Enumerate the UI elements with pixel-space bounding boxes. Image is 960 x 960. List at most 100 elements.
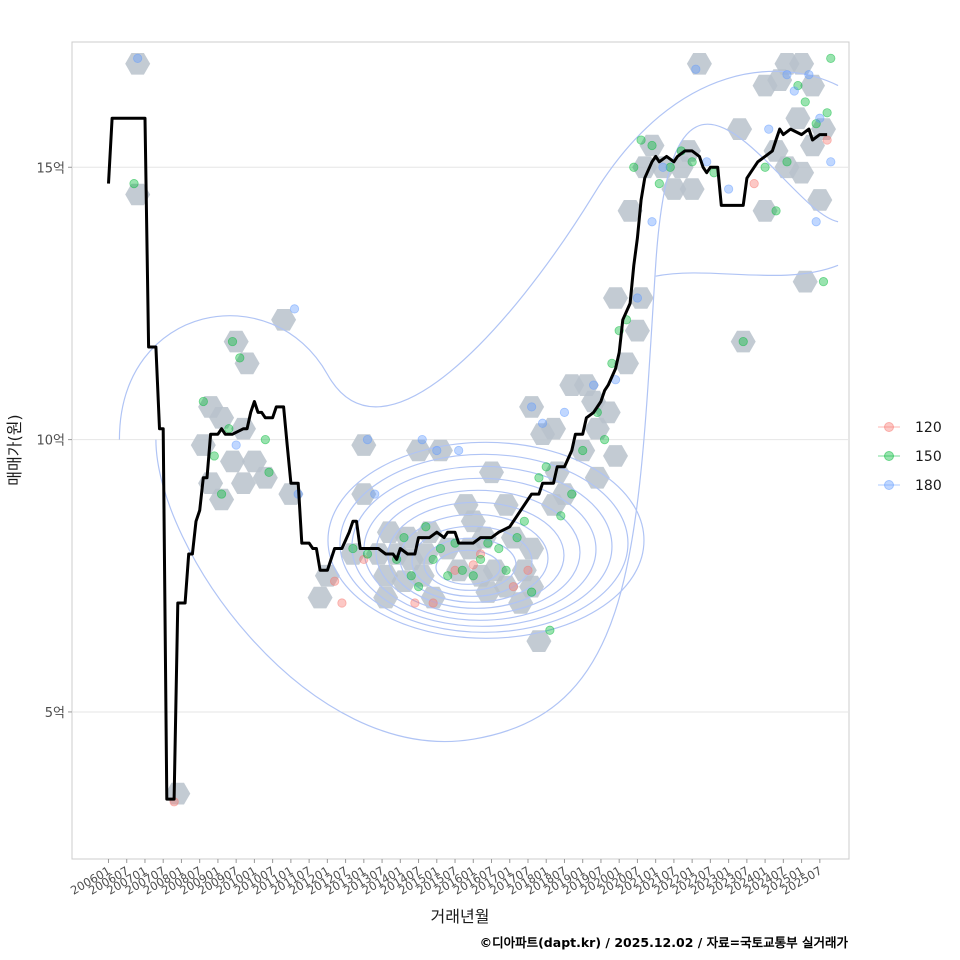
- point-120: [410, 598, 420, 608]
- point-150: [527, 587, 537, 597]
- point-180: [782, 70, 792, 80]
- point-180: [289, 304, 300, 314]
- point-150: [494, 543, 504, 554]
- hexbin-cell: [603, 287, 628, 309]
- density-contours: [118, 70, 839, 742]
- hexbin-cell: [209, 488, 235, 511]
- hexbin-cell: [628, 287, 654, 309]
- legend-key-dot: [884, 480, 894, 490]
- point-180: [632, 293, 643, 303]
- point-150: [362, 549, 373, 559]
- hexbin-cell: [730, 330, 756, 353]
- point-150: [760, 162, 770, 172]
- point-150: [468, 571, 478, 581]
- hexbin-cell: [409, 564, 435, 587]
- density-contour: [351, 465, 613, 627]
- point-150: [443, 571, 453, 581]
- x-axis-title: 거래년월: [431, 907, 490, 926]
- point-150: [428, 554, 438, 565]
- hexbin-cell: [125, 183, 151, 206]
- point-120: [359, 554, 369, 565]
- point-150: [224, 424, 234, 434]
- point-180: [454, 445, 464, 456]
- point-180: [589, 380, 599, 390]
- density-contour: [399, 513, 549, 603]
- density-contour: [411, 525, 533, 597]
- hexbin-cell: [686, 53, 712, 75]
- point-180: [815, 113, 825, 123]
- hexbin-cell: [639, 134, 665, 157]
- point-150: [556, 511, 566, 521]
- hexbin-cell: [789, 161, 815, 184]
- point-150: [198, 396, 208, 407]
- point-180: [789, 86, 799, 96]
- hexbin-cell: [373, 586, 399, 609]
- point-150: [665, 162, 675, 172]
- price-line: [107, 116, 828, 801]
- hexbin-cell: [526, 630, 552, 652]
- point-150: [793, 80, 803, 91]
- hexbin-cell: [500, 526, 526, 549]
- y-tick-label: 5억: [45, 706, 65, 721]
- hexbin-cell: [584, 417, 610, 440]
- hexbin-cell: [351, 434, 377, 456]
- point-150: [129, 179, 139, 189]
- hexbin-cell: [435, 537, 461, 560]
- hexbin-cell: [800, 74, 825, 97]
- hexbin-cell: [727, 118, 753, 140]
- point-180: [417, 435, 427, 445]
- point-150: [822, 108, 832, 118]
- hexbin-cell: [767, 69, 793, 91]
- point-180: [370, 489, 380, 499]
- hexbin-cell: [413, 543, 439, 565]
- point-120: [450, 565, 460, 575]
- point-120: [523, 565, 533, 575]
- hexbin-cell: [624, 319, 650, 342]
- hexbin-cell: [453, 494, 479, 516]
- point-150: [826, 53, 836, 63]
- point-180: [724, 184, 734, 194]
- legend-key-dot: [884, 422, 894, 432]
- density-contour: [435, 549, 501, 585]
- point-180: [804, 70, 814, 80]
- point-150: [800, 97, 810, 107]
- hexbin-cell: [252, 466, 278, 489]
- point-150: [687, 157, 697, 167]
- point-150: [227, 336, 238, 347]
- point-150: [636, 135, 646, 145]
- point-120: [468, 560, 478, 570]
- point-120: [337, 598, 347, 608]
- point-150: [519, 516, 529, 526]
- point-150: [567, 489, 577, 499]
- legend-label: 120: [915, 420, 942, 436]
- point-120: [822, 135, 832, 145]
- scatter-layer: [129, 53, 836, 807]
- hexbin-cell: [603, 445, 628, 467]
- hexbin-cell: [519, 396, 545, 418]
- density-contour: [339, 453, 629, 633]
- hexbin-cell: [231, 472, 256, 494]
- point-150: [541, 462, 551, 472]
- point-150: [782, 157, 792, 167]
- density-contour: [423, 537, 517, 591]
- point-150: [599, 435, 610, 445]
- legend-label: 180: [915, 478, 942, 494]
- point-150: [406, 571, 416, 581]
- point-150: [421, 522, 431, 532]
- point-150: [818, 277, 829, 287]
- hexbin-cell: [125, 53, 151, 75]
- hexbin-cell: [307, 586, 333, 609]
- point-150: [811, 119, 821, 129]
- density-contour: [118, 70, 839, 440]
- density-contour: [375, 489, 581, 615]
- point-180: [362, 435, 373, 445]
- point-150: [738, 336, 748, 347]
- hexbin-cell: [241, 450, 267, 473]
- point-150: [534, 473, 544, 483]
- point-150: [209, 451, 219, 461]
- hexbin-cell: [541, 417, 566, 440]
- point-150: [501, 565, 511, 575]
- point-180: [559, 407, 570, 417]
- hexbin-cell: [752, 200, 778, 222]
- legend-key-dot: [884, 451, 894, 461]
